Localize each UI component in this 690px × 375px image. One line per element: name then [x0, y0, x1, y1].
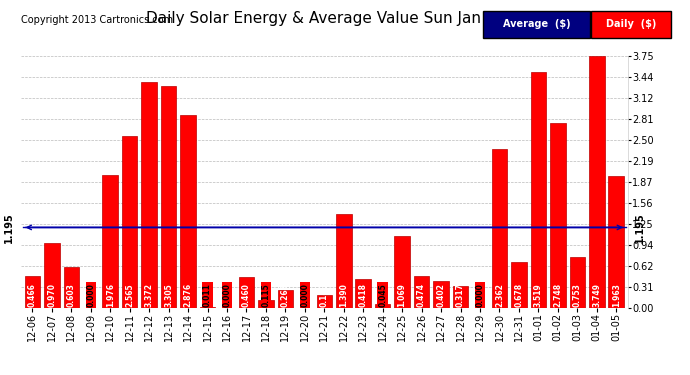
Bar	[63, 267, 79, 308]
Text: 1.195: 1.195	[635, 212, 644, 243]
Bar	[433, 280, 449, 308]
Bar	[492, 149, 507, 308]
Text: 2.876: 2.876	[184, 283, 193, 307]
Bar	[453, 286, 469, 308]
Bar	[395, 236, 410, 308]
Text: 0.045: 0.045	[378, 283, 387, 307]
Bar	[161, 86, 177, 308]
Bar	[239, 277, 254, 308]
Text: 0.678: 0.678	[515, 283, 524, 307]
Text: 0.011: 0.011	[203, 283, 212, 307]
Text: 3.305: 3.305	[164, 283, 173, 307]
Bar	[258, 300, 274, 307]
Text: 0.474: 0.474	[417, 283, 426, 307]
Bar	[414, 276, 429, 308]
Text: 1.963: 1.963	[612, 283, 621, 307]
Text: 0.317: 0.317	[456, 283, 465, 307]
Text: 1.195: 1.195	[4, 212, 14, 243]
Text: 1.069: 1.069	[397, 283, 406, 307]
Text: Copyright 2013 Cartronics.com: Copyright 2013 Cartronics.com	[21, 15, 172, 25]
Bar	[511, 262, 526, 308]
Text: 2.362: 2.362	[495, 283, 504, 307]
Bar	[122, 136, 137, 308]
Text: 0.000: 0.000	[300, 283, 309, 307]
Text: Average  ($): Average ($)	[502, 20, 571, 29]
Bar	[531, 72, 546, 308]
Text: 0.753: 0.753	[573, 283, 582, 307]
Text: 2.565: 2.565	[125, 283, 134, 307]
Text: 0.460: 0.460	[242, 283, 251, 307]
Bar	[550, 123, 566, 308]
Text: 1.390: 1.390	[339, 283, 348, 307]
Bar	[569, 257, 585, 307]
Text: 1.976: 1.976	[106, 283, 115, 307]
Text: 3.372: 3.372	[145, 283, 154, 307]
Text: 0.466: 0.466	[28, 283, 37, 307]
Text: 0.000: 0.000	[222, 283, 231, 307]
Bar	[199, 307, 215, 308]
Bar	[375, 304, 391, 307]
Bar	[180, 115, 196, 308]
Bar	[141, 82, 157, 308]
Text: 3.749: 3.749	[592, 283, 601, 307]
Text: 0.263: 0.263	[281, 283, 290, 307]
Text: 0.115: 0.115	[262, 283, 270, 307]
Bar	[317, 296, 332, 307]
Text: 0.000: 0.000	[86, 283, 95, 307]
Bar	[355, 279, 371, 308]
Text: Daily  ($): Daily ($)	[606, 20, 656, 29]
Bar	[25, 276, 40, 308]
Text: 0.970: 0.970	[48, 283, 57, 307]
Text: 0.180: 0.180	[319, 283, 329, 307]
Bar	[102, 175, 118, 308]
Bar	[609, 176, 624, 308]
Text: 3.519: 3.519	[534, 283, 543, 307]
Text: 0.418: 0.418	[359, 283, 368, 307]
Text: Daily Solar Energy & Average Value Sun Jan 6 07:30: Daily Solar Energy & Average Value Sun J…	[146, 11, 544, 26]
Bar	[277, 290, 293, 308]
Text: 0.402: 0.402	[437, 283, 446, 307]
Bar	[589, 56, 604, 308]
Bar	[336, 214, 351, 308]
Text: 0.000: 0.000	[475, 283, 484, 307]
Text: 0.603: 0.603	[67, 283, 76, 307]
Bar	[44, 243, 59, 308]
Text: 2.748: 2.748	[553, 283, 562, 307]
